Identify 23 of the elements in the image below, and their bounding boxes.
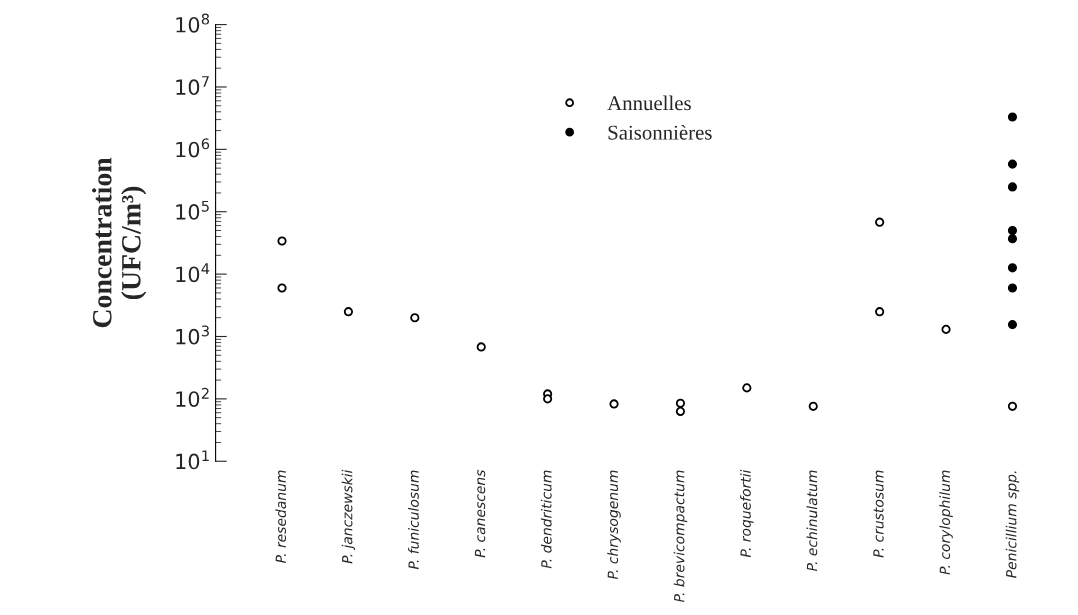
x-tick-label: P. resedanum (275, 470, 287, 563)
y-tick-label: 10$^{7}$ (176, 76, 209, 96)
y-tick-label: 10$^{1}$ (176, 450, 209, 470)
x-tick-label: P. janczewskii (341, 469, 356, 564)
legend-label: Annuelles (607, 95, 691, 111)
x-tick-label: P. chrysogenum (607, 470, 621, 580)
legend-label: Saisonnières (608, 124, 712, 140)
x-tick-label: P. funiculosum (408, 470, 419, 570)
y-tick-label: 10$^{5}$ (176, 200, 209, 220)
y-tick-label: 10$^{2}$ (176, 387, 209, 407)
y-tick-label: 10$^{4}$ (176, 263, 210, 283)
y-tick-label: 10$^{3}$ (176, 325, 209, 345)
y-axis-title: Concentration (UFC/m³) (92, 157, 147, 328)
x-tick-label: P. roquefortii (740, 469, 754, 558)
x-tick-label: P. brevicompactum (673, 470, 688, 603)
y-tick-label: 10$^{8}$ (176, 13, 210, 33)
x-tick-label: P. echinulatum (806, 470, 818, 572)
x-tick-label: P. crustosum (873, 470, 884, 558)
x-tick-label: P. corylophilum (939, 470, 953, 575)
y-tick-label: 10$^{6}$ (176, 138, 210, 158)
x-tick-label: P. canescens (474, 469, 486, 558)
x-tick-label: Penicillium spp. (1005, 471, 1020, 578)
x-tick-label: P. dendriticum (540, 470, 552, 569)
